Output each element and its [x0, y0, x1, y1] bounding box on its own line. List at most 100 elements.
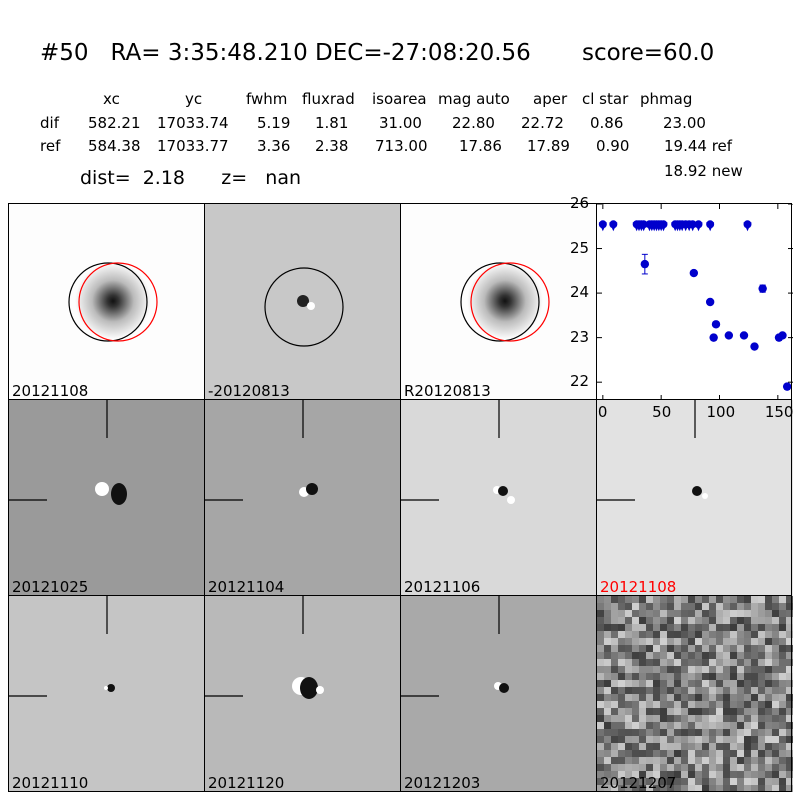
noise-pixel	[779, 631, 786, 638]
residual-bright	[307, 302, 315, 310]
noise-pixel	[639, 659, 646, 666]
noise-pixel	[660, 596, 667, 603]
stamp-epoch: 20121106	[401, 400, 597, 596]
noise-pixel	[702, 785, 709, 792]
noise-pixel	[618, 687, 625, 694]
noise-pixel	[674, 743, 681, 750]
noise-pixel	[709, 757, 716, 764]
noise-pixel	[674, 708, 681, 715]
noise-pixel	[625, 708, 632, 715]
noise-pixel	[681, 673, 688, 680]
noise-pixel	[744, 673, 751, 680]
row-label-ref: ref	[40, 137, 61, 155]
noise-pixel	[632, 631, 639, 638]
noise-pixel	[639, 729, 646, 736]
noise-pixel	[604, 666, 611, 673]
score-value: score=60.0	[581, 40, 715, 66]
noise-pixel	[646, 750, 653, 757]
table-cell: 1.81	[315, 114, 349, 132]
detection-point	[739, 331, 749, 340]
stamp-date-label: -20120813	[208, 382, 290, 400]
noise-pixel	[730, 701, 737, 708]
noise-pixel	[597, 624, 604, 631]
noise-pixel	[646, 729, 653, 736]
noise-pixel	[646, 638, 653, 645]
noise-pixel	[618, 722, 625, 729]
residual-dark	[300, 677, 318, 699]
noise-pixel	[639, 624, 646, 631]
noise-pixel	[688, 603, 695, 610]
noise-pixel	[646, 715, 653, 722]
noise-pixel	[597, 764, 604, 771]
noise-pixel	[702, 687, 709, 694]
noise-pixel	[604, 771, 611, 778]
noise-pixel	[779, 652, 786, 659]
noise-pixel	[688, 596, 695, 603]
noise-pixel	[716, 603, 723, 610]
noise-pixel	[597, 645, 604, 652]
noise-pixel	[730, 617, 737, 624]
noise-pixel	[737, 778, 744, 785]
noise-pixel	[604, 757, 611, 764]
noise-pixel	[786, 652, 793, 659]
noise-pixel	[604, 722, 611, 729]
noise-pixel	[772, 687, 779, 694]
aperture-circle-ref	[460, 262, 540, 342]
noise-pixel	[618, 701, 625, 708]
noise-pixel	[667, 659, 674, 666]
noise-pixel	[611, 715, 618, 722]
noise-pixel	[667, 645, 674, 652]
noise-pixel	[660, 708, 667, 715]
noise-pixel	[765, 729, 772, 736]
noise-pixel	[688, 757, 695, 764]
noise-pixel	[695, 708, 702, 715]
noise-pixel	[674, 638, 681, 645]
noise-pixel	[639, 715, 646, 722]
noise-pixel	[751, 743, 758, 750]
noise-pixel	[751, 617, 758, 624]
noise-pixel	[779, 687, 786, 694]
noise-pixel	[604, 610, 611, 617]
noise-pixel	[611, 631, 618, 638]
noise-pixel	[744, 764, 751, 771]
noise-pixel	[772, 638, 779, 645]
noise-pixel	[723, 631, 730, 638]
noise-pixel	[695, 596, 702, 603]
noise-pixel	[737, 694, 744, 701]
noise-pixel	[758, 645, 765, 652]
noise-pixel	[744, 736, 751, 743]
noise-pixel	[786, 610, 793, 617]
noise-pixel	[618, 785, 625, 792]
noise-pixel	[681, 757, 688, 764]
noise-pixel	[618, 715, 625, 722]
noise-pixel	[688, 701, 695, 708]
noise-pixel	[597, 680, 604, 687]
aperture-circle-ref	[68, 262, 148, 342]
noise-pixel	[758, 617, 765, 624]
noise-pixel	[660, 687, 667, 694]
noise-pixel	[604, 764, 611, 771]
noise-pixel	[737, 638, 744, 645]
noise-pixel	[688, 645, 695, 652]
noise-pixel	[597, 785, 604, 792]
noise-pixel	[611, 652, 618, 659]
noise-pixel	[625, 694, 632, 701]
noise-pixel	[737, 764, 744, 771]
noise-pixel	[751, 750, 758, 757]
noise-pixel	[779, 617, 786, 624]
noise-pixel	[772, 715, 779, 722]
noise-pixel	[597, 701, 604, 708]
noise-pixel	[751, 652, 758, 659]
column-header: yc	[185, 90, 203, 108]
noise-pixel	[772, 603, 779, 610]
noise-pixel	[695, 617, 702, 624]
noise-pixel	[744, 645, 751, 652]
noise-pixel	[730, 680, 737, 687]
noise-pixel	[765, 631, 772, 638]
detection-point	[689, 268, 699, 278]
noise-pixel	[765, 603, 772, 610]
noise-pixel	[751, 659, 758, 666]
noise-pixel	[744, 680, 751, 687]
noise-pixel	[618, 617, 625, 624]
noise-pixel	[744, 603, 751, 610]
